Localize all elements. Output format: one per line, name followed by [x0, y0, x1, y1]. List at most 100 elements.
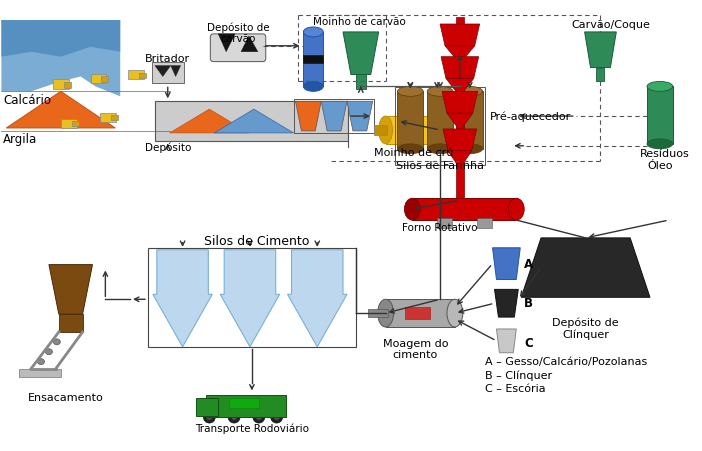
- Text: Moinho de carvão: Moinho de carvão: [313, 17, 406, 27]
- Polygon shape: [443, 129, 477, 151]
- Bar: [437, 218, 452, 228]
- Bar: [59, 314, 83, 332]
- Bar: [405, 307, 430, 319]
- Polygon shape: [241, 36, 258, 52]
- Text: Silos de Farinha: Silos de Farinha: [396, 161, 484, 170]
- Bar: [91, 74, 106, 83]
- Polygon shape: [171, 65, 180, 77]
- Text: A: A: [524, 258, 534, 271]
- Text: Silos de Cimento: Silos de Cimento: [204, 235, 310, 248]
- Text: Britador: Britador: [145, 54, 190, 64]
- Ellipse shape: [433, 116, 447, 144]
- Polygon shape: [447, 113, 472, 131]
- Bar: [53, 79, 69, 89]
- Polygon shape: [220, 250, 279, 347]
- Bar: [368, 309, 388, 317]
- Circle shape: [271, 411, 283, 423]
- Bar: [457, 92, 482, 149]
- FancyBboxPatch shape: [211, 34, 266, 62]
- Bar: [428, 92, 453, 149]
- Bar: [303, 32, 323, 87]
- Circle shape: [204, 411, 216, 423]
- Ellipse shape: [428, 144, 453, 154]
- Ellipse shape: [457, 87, 482, 96]
- Circle shape: [206, 414, 212, 420]
- Text: B – Clínquer: B – Clínquer: [484, 371, 552, 381]
- Bar: [647, 87, 673, 144]
- Bar: [128, 69, 144, 79]
- Bar: [112, 115, 118, 120]
- Polygon shape: [1, 20, 120, 96]
- Polygon shape: [441, 57, 479, 78]
- Text: Pré-aquecedor: Pré-aquecedor: [489, 111, 571, 122]
- Ellipse shape: [303, 82, 323, 92]
- Bar: [397, 92, 423, 149]
- Bar: [229, 398, 259, 408]
- Polygon shape: [49, 265, 93, 314]
- Ellipse shape: [447, 299, 463, 327]
- Polygon shape: [322, 101, 347, 131]
- Polygon shape: [296, 101, 322, 131]
- Bar: [101, 77, 108, 83]
- Text: Carvão/Coque: Carvão/Coque: [571, 20, 650, 30]
- Polygon shape: [446, 78, 474, 96]
- Ellipse shape: [303, 27, 323, 37]
- Polygon shape: [343, 32, 378, 74]
- Bar: [155, 101, 348, 141]
- Bar: [477, 218, 491, 228]
- Bar: [152, 62, 184, 83]
- Circle shape: [228, 411, 240, 423]
- Text: Transporte Rodoviário: Transporte Rodoviário: [195, 423, 309, 433]
- Text: B: B: [524, 297, 534, 310]
- Bar: [100, 113, 117, 122]
- Polygon shape: [155, 65, 171, 77]
- Text: A – Gesso/Calcário/Pozolanas: A – Gesso/Calcário/Pozolanas: [484, 357, 647, 367]
- Bar: [139, 73, 146, 78]
- Bar: [19, 368, 61, 377]
- Polygon shape: [214, 109, 293, 133]
- Text: Ensacamento: Ensacamento: [28, 393, 104, 403]
- Circle shape: [274, 414, 279, 420]
- Bar: [385, 116, 440, 144]
- Bar: [197, 398, 218, 416]
- Polygon shape: [493, 248, 520, 280]
- Text: Argila: Argila: [4, 133, 38, 146]
- Polygon shape: [153, 250, 212, 347]
- Ellipse shape: [397, 144, 423, 154]
- Polygon shape: [170, 109, 249, 133]
- Ellipse shape: [404, 198, 420, 220]
- Polygon shape: [288, 250, 347, 347]
- Bar: [72, 121, 79, 126]
- Ellipse shape: [508, 198, 524, 220]
- Bar: [412, 198, 516, 220]
- Ellipse shape: [428, 87, 453, 96]
- Bar: [373, 125, 387, 135]
- Bar: [456, 17, 464, 200]
- Text: Moagem do
cimento: Moagem do cimento: [383, 339, 448, 360]
- Polygon shape: [445, 46, 475, 64]
- Bar: [597, 68, 604, 82]
- Circle shape: [256, 414, 262, 420]
- Polygon shape: [522, 238, 650, 297]
- Text: Resíduos: Resíduos: [640, 149, 690, 159]
- Text: Óleo: Óleo: [647, 161, 673, 170]
- Ellipse shape: [397, 87, 423, 96]
- Ellipse shape: [647, 139, 673, 149]
- Polygon shape: [585, 32, 616, 68]
- Bar: [61, 119, 77, 128]
- Text: Depósito de
carvão: Depósito de carvão: [206, 22, 270, 44]
- Text: Depósito: Depósito: [145, 143, 191, 153]
- Polygon shape: [218, 34, 235, 52]
- Bar: [456, 200, 464, 218]
- Ellipse shape: [37, 359, 44, 364]
- Polygon shape: [448, 151, 472, 169]
- Bar: [440, 125, 452, 135]
- Polygon shape: [6, 92, 115, 128]
- Polygon shape: [347, 101, 373, 131]
- Ellipse shape: [647, 82, 673, 92]
- Text: Forno Rotativo: Forno Rotativo: [402, 223, 478, 233]
- Text: C – Escória: C – Escória: [484, 384, 545, 395]
- Ellipse shape: [53, 339, 60, 345]
- Bar: [294, 99, 373, 133]
- Bar: [206, 396, 286, 417]
